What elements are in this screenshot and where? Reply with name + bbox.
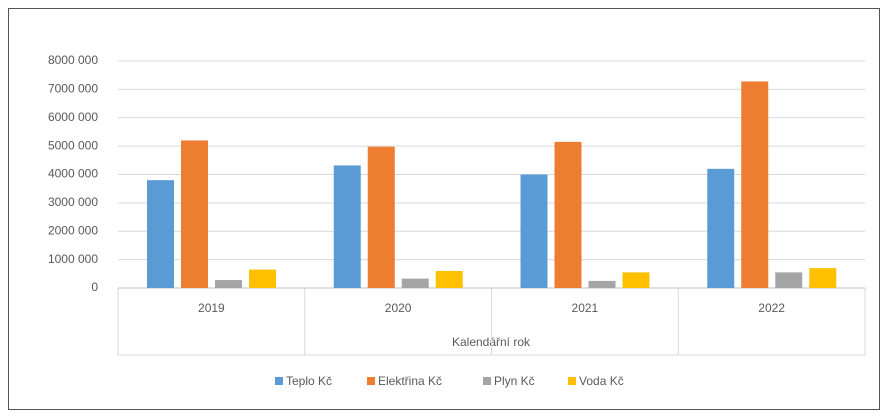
legend-swatch bbox=[483, 377, 491, 385]
y-tick-label: 1000 000 bbox=[48, 252, 98, 266]
bar bbox=[741, 81, 769, 289]
legend-label: Elektřina Kč bbox=[378, 374, 442, 388]
y-tick-label: 4000 000 bbox=[48, 167, 98, 181]
y-tick-label: 3000 000 bbox=[48, 195, 98, 209]
bar bbox=[215, 280, 242, 288]
y-tick-label: 8000 000 bbox=[48, 53, 98, 67]
bar bbox=[809, 268, 837, 288]
legend-label: Teplo Kč bbox=[286, 374, 332, 388]
legend-swatch bbox=[568, 377, 576, 385]
bar bbox=[775, 272, 803, 288]
legend-label: Voda Kč bbox=[579, 374, 624, 388]
y-tick-label: 2000 000 bbox=[48, 223, 98, 237]
bar bbox=[435, 270, 463, 288]
x-tick-label: 2021 bbox=[572, 301, 599, 315]
y-tick-label: 6000 000 bbox=[48, 110, 98, 124]
bar bbox=[588, 280, 616, 288]
bar bbox=[249, 269, 276, 288]
x-tick-label: 2020 bbox=[385, 301, 412, 315]
bar bbox=[367, 146, 395, 288]
bar bbox=[554, 141, 582, 288]
legend-swatch bbox=[367, 377, 375, 385]
y-tick-label: 0 bbox=[91, 280, 98, 294]
bar bbox=[181, 140, 208, 288]
y-tick-label: 7000 000 bbox=[48, 82, 98, 96]
x-tick-label: 2019 bbox=[198, 301, 225, 315]
bar bbox=[147, 180, 174, 288]
bar bbox=[622, 272, 650, 288]
legend-label: Plyn Kč bbox=[494, 374, 535, 388]
bar bbox=[520, 174, 548, 288]
bar bbox=[333, 165, 361, 288]
bar bbox=[401, 278, 429, 288]
x-tick-label: 2022 bbox=[758, 301, 785, 315]
legend-swatch bbox=[275, 377, 283, 385]
y-tick-label: 5000 000 bbox=[48, 138, 98, 152]
bar bbox=[707, 168, 735, 288]
